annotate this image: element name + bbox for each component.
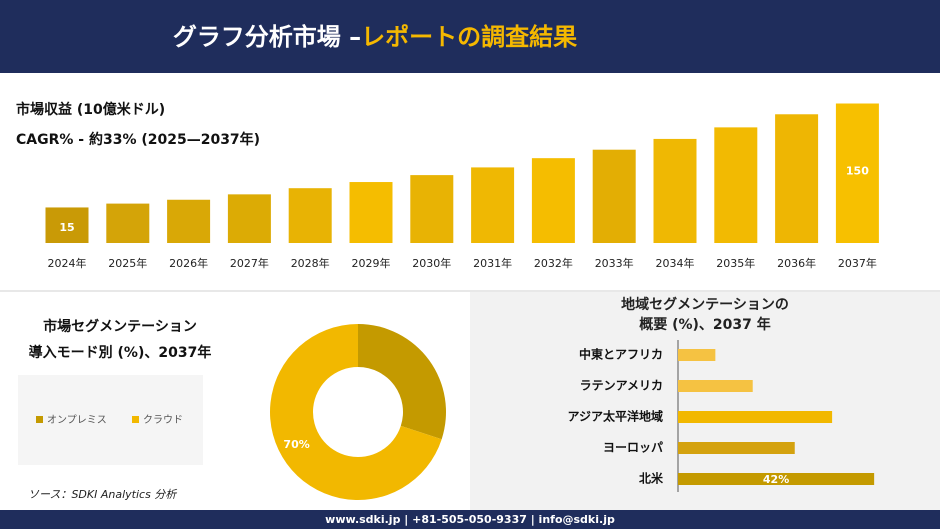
y-tick-label: ヨーロッパ	[603, 441, 663, 455]
donut-slice	[270, 324, 442, 500]
x-tick-label: 2027年	[230, 256, 269, 270]
bar	[531, 158, 575, 243]
x-tick-label: 2029年	[352, 256, 391, 270]
footer-bar	[0, 510, 940, 529]
bar	[167, 199, 211, 243]
bar	[227, 194, 271, 243]
x-tick-label: 2030年	[412, 256, 451, 270]
bar	[471, 167, 515, 243]
y-tick-label: ラテンアメリカ	[580, 379, 663, 393]
x-tick-label: 2034年	[656, 256, 695, 270]
bar	[835, 103, 879, 243]
x-tick-label: 2033年	[595, 256, 634, 270]
bar	[775, 114, 819, 243]
data-label: 70%	[283, 438, 309, 451]
x-tick-label: 2037年	[838, 256, 877, 270]
bar	[678, 473, 875, 485]
bar	[678, 411, 833, 423]
bar	[714, 127, 758, 243]
x-tick-label: 2035年	[716, 256, 755, 270]
bar-title: 市場収益 (10億米ドル)	[16, 101, 165, 118]
title-accent: レポートの調査結果	[361, 23, 577, 51]
source: ソース：SDKI Analytics 分析	[28, 488, 178, 501]
x-tick-label: 2031年	[473, 256, 512, 270]
title-main: グラフ分析市場 –	[173, 23, 361, 51]
y-tick-label: アジア太平洋地域	[567, 409, 663, 424]
y-tick-label: 北米	[639, 471, 664, 486]
bar-subtitle: CAGR% - 約33% (2025—2037年)	[16, 131, 260, 148]
bar	[678, 442, 795, 454]
header-bar	[0, 0, 940, 73]
bar	[349, 182, 393, 243]
bar	[45, 207, 89, 243]
donut-title: 市場セグメンテーション	[43, 318, 197, 335]
bar	[288, 188, 332, 243]
legend-label: オンプレミス	[47, 414, 107, 426]
x-tick-label: 2036年	[777, 256, 816, 270]
y-tick-label: 中東とアフリカ	[579, 347, 663, 362]
region-title: 地域セグメンテーションの	[621, 296, 789, 313]
data-label: 42%	[763, 473, 789, 486]
bar	[653, 138, 697, 243]
x-tick-label: 2026年	[169, 256, 208, 270]
x-tick-label: 2024年	[48, 256, 87, 270]
legend-swatch	[36, 416, 43, 423]
x-tick-label: 2025年	[108, 256, 147, 270]
legend-label: クラウド	[143, 414, 183, 426]
data-label: 150	[846, 165, 869, 178]
donut-subtitle: 導入モード別 (%)、2037年	[29, 344, 212, 361]
bar	[592, 149, 636, 243]
legend-box	[18, 375, 203, 465]
footer-text: www.sdki.jp | +81-505-050-9337 | info@sd…	[325, 513, 615, 526]
donut-slice	[358, 324, 447, 440]
data-label: 15	[59, 221, 74, 234]
bar	[106, 203, 150, 243]
x-tick-label: 2028年	[291, 256, 330, 270]
bar	[410, 175, 454, 243]
bar	[678, 349, 716, 361]
x-tick-label: 2032年	[534, 256, 573, 270]
bar	[678, 380, 753, 392]
legend-swatch	[132, 416, 139, 423]
region-subtitle: 概要 (%)、2037 年	[639, 316, 771, 333]
header-title: グラフ分析市場 –レポートの調査結果	[173, 23, 577, 51]
